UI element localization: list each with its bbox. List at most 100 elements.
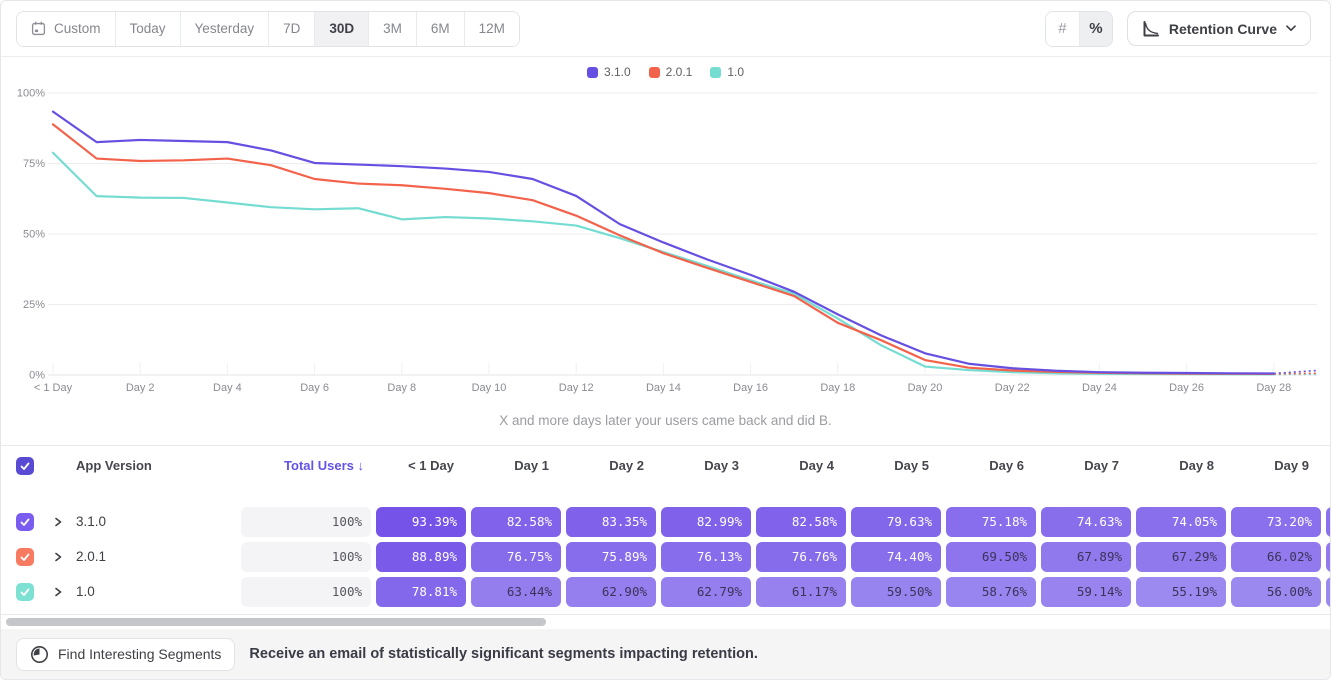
series-line-2-0-1 (51, 123, 1275, 375)
y-axis-label: 50% (23, 229, 45, 241)
expand-chevron-right-icon[interactable] (51, 585, 65, 599)
horizontal-scrollbar (1, 615, 1330, 629)
row-checkbox-2-0-1[interactable] (16, 548, 34, 566)
retention-cell-day-2[interactable]: 83.35% (566, 507, 656, 537)
date-range-6m[interactable]: 6M (415, 11, 464, 46)
checkmark-icon (19, 460, 31, 472)
app-version-label: 2.0.1 (76, 549, 107, 564)
retention-cell-day-6[interactable]: 69.50% (946, 542, 1036, 572)
chart-legend: 3.1.0 2.0.1 1.0 (1, 65, 1330, 79)
table-row-2-0-1: 2.0.1 100% 88.89% 76.75% 75.89% 76.13% 76.76% 7… (1, 542, 1330, 572)
column-header-day-6[interactable]: Day 6 (989, 458, 1024, 473)
retention-cells: 88.89% 76.75% 75.89% 76.13% 76.76% 74.40% 69.5… (376, 542, 1330, 572)
absolute-format-icon[interactable]: # (1045, 11, 1079, 46)
column-header-day-3[interactable]: Day 3 (704, 458, 739, 473)
retention-cell-day-7[interactable]: 67.89% (1041, 542, 1131, 572)
date-range-label: Yesterday (194, 21, 255, 36)
retention-cell-day-2[interactable]: 75.89% (566, 542, 656, 572)
column-header-day-4[interactable]: Day 4 (799, 458, 834, 473)
table-row-1-0: 1.0 100% 78.81% 63.44% 62.90% 62.79% 61.17% 59.… (1, 577, 1330, 607)
legend-swatch (586, 66, 598, 78)
checkmark-icon (19, 586, 31, 598)
date-range-3m[interactable]: 3M (368, 11, 416, 46)
legend-label: 3.1.0 (603, 65, 631, 79)
scrollbar-thumb[interactable] (6, 618, 546, 626)
legend-item-2-0-1[interactable]: 2.0.1 (648, 65, 692, 79)
y-axis-label: 100% (17, 88, 45, 100)
toolbar: Custom Today Yesterday 7D 30D 3M 6M 12M #% Rete… (1, 1, 1330, 57)
retention-cell-day-3[interactable]: 62.79% (661, 577, 751, 607)
retention-cell-day-1[interactable]: 82.58% (471, 507, 561, 537)
row-checkbox-1-0[interactable] (16, 583, 34, 601)
series-dashed-projection-3-1-0 (1273, 369, 1318, 375)
date-range-yesterday[interactable]: Yesterday (179, 11, 269, 46)
expand-chevron-right-icon[interactable] (51, 550, 65, 564)
date-range-custom[interactable]: Custom (17, 11, 115, 46)
retention-cell-day-1[interactable]: 76.75% (471, 542, 561, 572)
column-header-day-5[interactable]: Day 5 (894, 458, 929, 473)
y-axis-label: 25% (23, 299, 45, 311)
retention-cell-day-9[interactable]: 56.00% (1231, 577, 1321, 607)
retention-cell-day-3[interactable]: 82.99% (661, 507, 751, 537)
retention-cell-day-4[interactable]: 82.58% (756, 507, 846, 537)
retention-cell-day-9[interactable]: 73.20% (1231, 507, 1321, 537)
retention-cell-day-2[interactable]: 62.90% (566, 577, 656, 607)
legend-label: 1.0 (727, 65, 745, 79)
table-header-row: App Version Total Users ↓ < 1 Day Day 1 Da… (1, 446, 1330, 486)
retention-cell-day-5[interactable]: 79.63% (851, 507, 941, 537)
y-axis-label: 75% (23, 158, 45, 170)
date-range-30d[interactable]: 30D (314, 11, 369, 46)
retention-cell-day-8[interactable]: 67.29% (1136, 542, 1226, 572)
day-column-headers: < 1 Day Day 1 Day 2 Day 3 Day 4 Day 5 Day 6 Day… (376, 446, 1321, 486)
date-range-today[interactable]: Today (114, 11, 180, 46)
retention-cell-day-5[interactable]: 59.50% (851, 577, 941, 607)
column-header-total-users[interactable]: Total Users ↓ (241, 446, 364, 486)
retention-cell-day-9[interactable]: 66.02% (1231, 542, 1321, 572)
retention-cell-day-6[interactable]: 75.18% (946, 507, 1036, 537)
column-header-day-8[interactable]: Day 8 (1179, 458, 1214, 473)
row-checkbox-3-1-0[interactable] (16, 513, 34, 531)
date-range-7d[interactable]: 7D (268, 11, 315, 46)
date-range-label: Today (129, 21, 166, 36)
column-header-day-7[interactable]: Day 7 (1084, 458, 1119, 473)
retention-cell-day-3[interactable]: 76.13% (661, 542, 751, 572)
date-range-12m[interactable]: 12M (463, 11, 519, 46)
retention-cell-1-day[interactable]: 93.39% (376, 507, 466, 537)
retention-cell-day-4[interactable]: 61.17% (756, 577, 846, 607)
x-axis-label: Day 12 (559, 382, 594, 394)
retention-cell-day-1[interactable]: 63.44% (471, 577, 561, 607)
toolbar-right-controls: #% Retention Curve (1044, 10, 1311, 47)
date-range-label: 6M (430, 21, 450, 36)
column-header-day-9[interactable]: Day 9 (1274, 458, 1309, 473)
table-body: 3.1.0 100% 93.39% 82.58% 83.35% 82.99% 82.58% 7… (1, 507, 1330, 612)
select-all-checkbox[interactable] (16, 457, 34, 475)
retention-cell-day-7[interactable]: 59.14% (1041, 577, 1131, 607)
retention-cell-1-day[interactable]: 88.89% (376, 542, 466, 572)
find-interesting-segments-button[interactable]: Find Interesting Segments (16, 637, 236, 671)
expand-chevron-right-icon[interactable] (51, 515, 65, 529)
column-header-day-1[interactable]: Day 1 (514, 458, 549, 473)
percent-format-icon[interactable]: % (1078, 11, 1112, 46)
retention-cell-day-7[interactable]: 74.63% (1041, 507, 1131, 537)
retention-cell-clipped (1326, 507, 1330, 537)
retention-cell-day-8[interactable]: 55.19% (1136, 577, 1226, 607)
column-header-app-version: App Version (76, 458, 152, 473)
legend-item-1-0[interactable]: 1.0 (710, 65, 744, 79)
retention-cell-1-day[interactable]: 78.81% (376, 577, 466, 607)
date-range-label: Custom (54, 21, 101, 36)
retention-cell-day-5[interactable]: 74.40% (851, 542, 941, 572)
date-range-label: 3M (383, 21, 402, 36)
chart-type-dropdown[interactable]: Retention Curve (1126, 11, 1311, 46)
series-dashed-projection-2-0-1 (1273, 372, 1318, 375)
column-header-1-day[interactable]: < 1 Day (408, 458, 454, 473)
legend-item-3-1-0[interactable]: 3.1.0 (586, 65, 631, 79)
total-users-cell: 100% (241, 577, 371, 607)
retention-cell-clipped (1326, 577, 1330, 607)
retention-cell-day-6[interactable]: 58.76% (946, 577, 1036, 607)
y-axis-label: 0% (29, 370, 45, 382)
checkmark-icon (19, 516, 31, 528)
column-header-day-2[interactable]: Day 2 (609, 458, 644, 473)
retention-cell-day-8[interactable]: 74.05% (1136, 507, 1226, 537)
retention-cell-day-4[interactable]: 76.76% (756, 542, 846, 572)
